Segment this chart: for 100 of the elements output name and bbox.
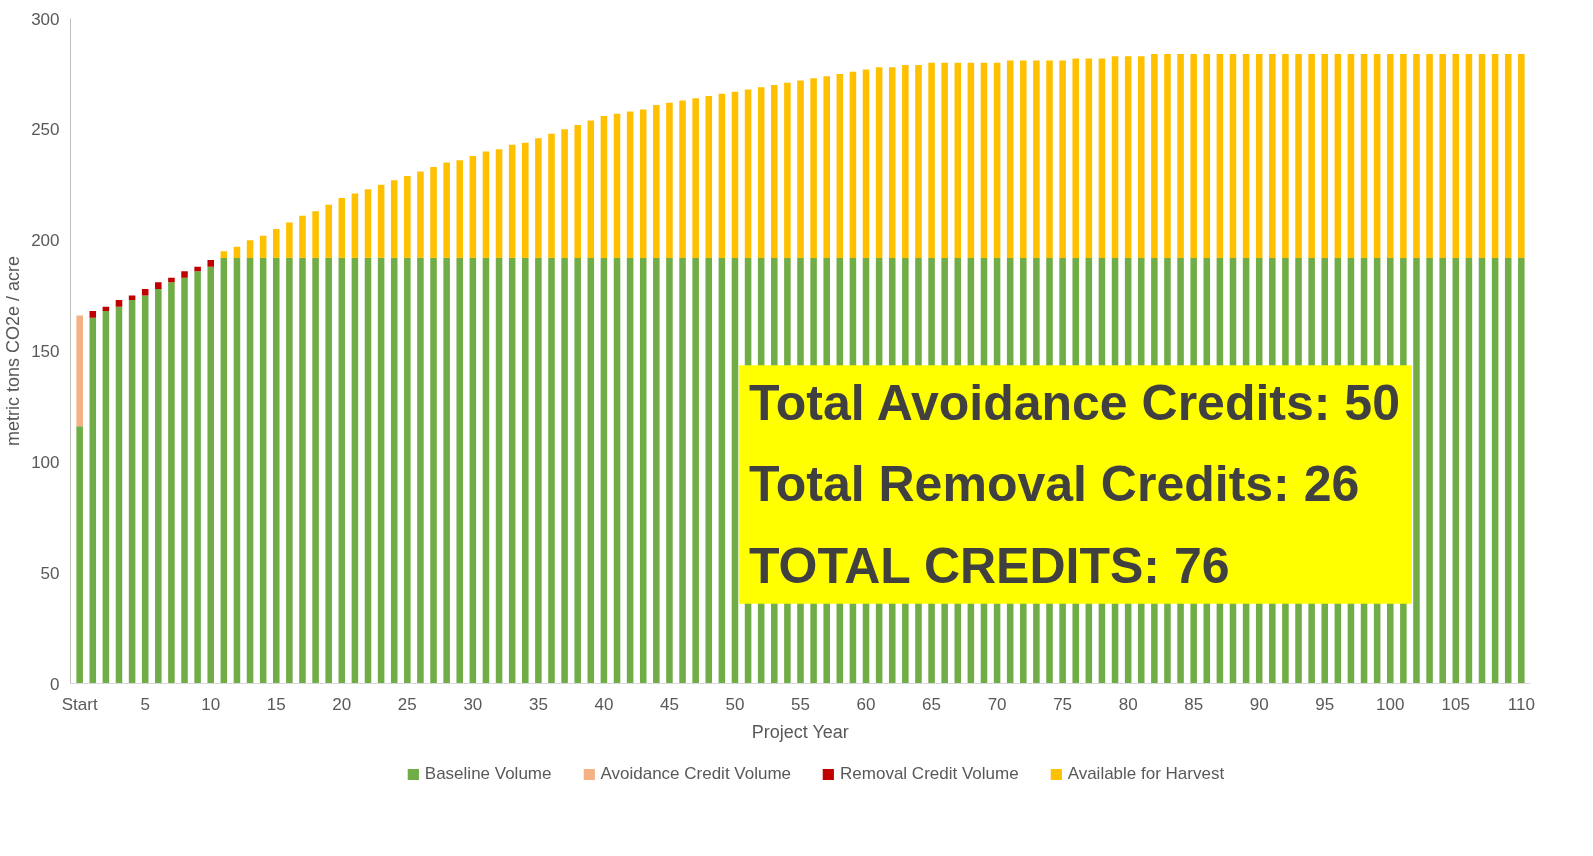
bar (312, 211, 319, 258)
bar (902, 65, 909, 258)
bar (666, 257, 673, 684)
y-axis-title: metric tons CO2e / acre (3, 255, 24, 447)
bar (89, 311, 97, 318)
bar (600, 257, 608, 684)
bar (941, 62, 948, 258)
bar (508, 144, 516, 258)
bar (1439, 53, 1446, 258)
bar (508, 257, 516, 684)
legend-label: Available for Harvest (1067, 764, 1225, 784)
bar (744, 89, 752, 258)
annotation: Total Removal Credits: 26 (748, 456, 1360, 513)
x-tick-label: 40 (594, 694, 614, 714)
bar (338, 257, 346, 684)
bar (535, 138, 542, 258)
bar (1413, 257, 1420, 684)
bar (246, 257, 254, 684)
bar (443, 257, 450, 684)
bar (1478, 53, 1486, 258)
y-tick-label: 200 (31, 231, 60, 251)
bar (1137, 56, 1145, 258)
bar (377, 184, 385, 258)
bar (561, 129, 568, 258)
bar (561, 257, 568, 684)
bar (1033, 60, 1040, 258)
bar (443, 162, 450, 258)
bar (1452, 53, 1460, 258)
bar (692, 98, 699, 258)
bar (548, 133, 555, 258)
bar (1059, 60, 1066, 258)
bar (522, 142, 529, 258)
bar (639, 257, 647, 684)
bar (351, 257, 359, 684)
bar (731, 91, 739, 258)
bar (1373, 53, 1381, 258)
bar (299, 215, 306, 258)
bar (1465, 53, 1473, 258)
x-tick-label: 60 (856, 694, 876, 714)
x-tick-label: 110 (1507, 694, 1535, 714)
bar (1190, 53, 1197, 258)
bar (797, 80, 804, 258)
bar (141, 288, 149, 296)
annotation: TOTAL CREDITS: 76 (748, 537, 1230, 594)
y-tick-label: 250 (31, 120, 60, 140)
bar (390, 257, 398, 684)
bar (286, 257, 293, 684)
bar (272, 229, 280, 258)
bar (849, 71, 857, 258)
bar (587, 120, 595, 258)
bar (836, 73, 844, 258)
bar (1334, 53, 1342, 258)
bar (731, 257, 739, 684)
y-tick-label: 100 (31, 452, 60, 472)
bar (1465, 257, 1473, 684)
bar (469, 257, 477, 684)
bar (1426, 53, 1433, 258)
bar (1518, 53, 1525, 258)
x-tick-label: 80 (1118, 694, 1138, 714)
bar (102, 311, 110, 684)
bar (639, 109, 647, 258)
bar (1085, 58, 1093, 258)
x-tick-label: 30 (463, 694, 483, 714)
y-tick-label: 0 (50, 674, 60, 694)
bar (482, 151, 490, 258)
bar (128, 300, 136, 684)
x-tick-label: 75 (1053, 694, 1073, 714)
bar (351, 193, 359, 258)
bar (1321, 53, 1329, 258)
bar (286, 222, 293, 258)
x-tick-label: 105 (1441, 694, 1470, 714)
bar (888, 67, 896, 258)
bar (810, 78, 817, 258)
bar (666, 102, 673, 258)
bar (495, 257, 503, 684)
bar (404, 175, 411, 258)
bar (757, 87, 765, 258)
bar (1072, 58, 1079, 258)
bar (1491, 53, 1499, 258)
y-tick-label: 300 (31, 9, 60, 29)
legend-label: Baseline Volume (424, 764, 552, 784)
bar (1504, 53, 1512, 258)
bar (76, 315, 83, 427)
x-tick-label: 20 (332, 694, 352, 714)
bar (417, 257, 424, 684)
bar (1347, 53, 1355, 258)
bar (312, 257, 319, 684)
bar (89, 317, 97, 684)
bar (1452, 257, 1460, 684)
bar (1308, 53, 1315, 258)
bar (718, 93, 726, 258)
x-axis-title: Project Year (751, 721, 849, 742)
bar (1151, 53, 1158, 258)
bar (1491, 257, 1499, 684)
bar (1478, 257, 1486, 684)
annotation: Total Avoidance Credits: 50 (748, 375, 1400, 432)
bar (430, 257, 437, 684)
bar (653, 257, 660, 684)
bar (377, 257, 385, 684)
x-tick-label: 95 (1315, 694, 1335, 714)
